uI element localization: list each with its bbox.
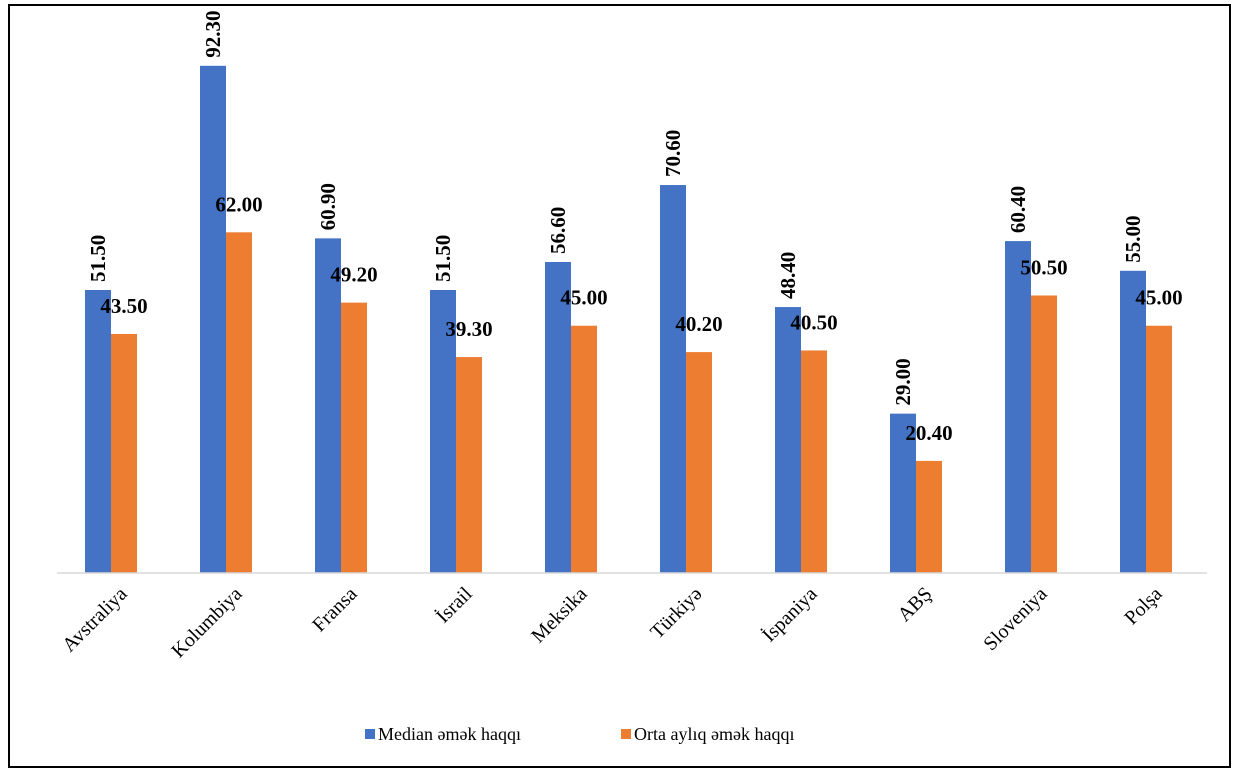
data-label-median-2: 60.90 [316,183,340,230]
bars-layer [85,65,1172,574]
data-label-orta-5: 40.20 [675,312,722,336]
data-label-orta-3: 39.30 [445,317,492,341]
legend: Median əmək haqqı Orta aylıq əmək haqqı [365,724,794,744]
bar-median-9 [1120,270,1146,573]
bar-orta-7 [916,460,942,573]
data-label-orta-1: 62.00 [215,192,262,216]
data-label-orta-4: 45.00 [560,286,607,310]
data-label-median-0: 51.50 [86,235,110,282]
data-label-orta-6: 40.50 [790,310,837,334]
bar-median-8 [1005,241,1031,574]
bar-orta-2 [341,302,367,573]
data-label-orta-0: 43.50 [100,294,147,318]
data-label-orta-8: 50.50 [1020,256,1067,280]
data-label-median-3: 51.50 [431,235,455,282]
data-label-orta-9: 45.00 [1135,286,1182,310]
data-label-median-8: 60.40 [1006,186,1030,233]
bar-median-4 [545,261,571,573]
bar-orta-0 [111,333,137,573]
bar-orta-8 [1031,295,1057,573]
bar-orta-4 [571,325,597,573]
bar-median-3 [430,290,456,573]
bar-median-2 [315,238,341,574]
data-label-median-4: 56.60 [546,207,570,254]
data-label-median-7: 29.00 [891,358,915,405]
bar-orta-9 [1146,325,1172,573]
bar-median-5 [660,185,686,574]
bar-orta-3 [456,357,482,573]
legend-swatch-orta [621,729,631,739]
bar-orta-5 [686,352,712,573]
bar-orta-6 [801,350,827,573]
bar-median-7 [890,413,916,573]
bar-median-1 [200,65,226,574]
data-label-median-6: 48.40 [776,252,800,299]
bar-median-6 [775,307,801,573]
data-label-median-5: 70.60 [661,130,685,177]
legend-label-orta: Orta aylıq əmək haqqı [634,724,794,744]
bar-orta-1 [226,232,252,573]
bar-median-0 [85,290,111,573]
data-label-orta-2: 49.20 [330,263,377,287]
data-labels-layer: 51.50 43.50 92.30 62.00 60.90 49.20 51.50 39.30… [86,11,1183,445]
data-label-median-1: 92.30 [201,11,225,58]
legend-swatch-median [365,729,375,739]
data-label-median-9: 55.00 [1121,216,1145,263]
legend-label-median: Median əmək haqqı [378,724,521,744]
data-label-orta-7: 20.40 [905,421,952,445]
